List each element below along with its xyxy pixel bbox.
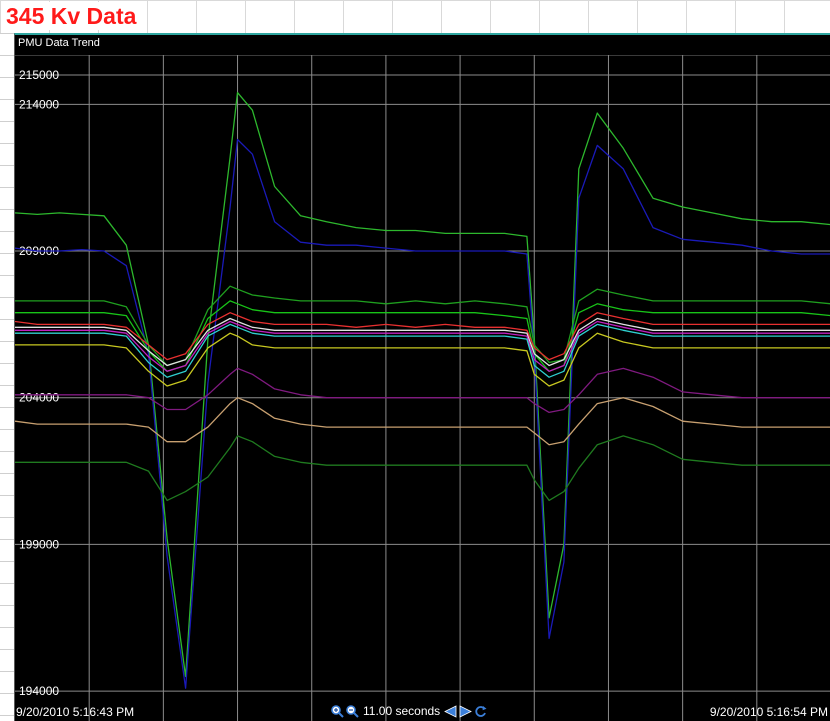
series-line-11 (15, 397, 830, 446)
series-line-1 (15, 91, 830, 678)
y-tick-label: 194000 (19, 684, 59, 698)
side-ruler (0, 33, 14, 721)
time-axis-footer: 9/20/2010 5:16:43 PM 11.00 seconds 9/20/… (14, 704, 830, 721)
y-tick-label: 199000 (19, 537, 59, 551)
series-line-10 (15, 367, 830, 414)
series-line-8 (15, 323, 830, 378)
zoom-in-icon[interactable] (331, 704, 344, 718)
panel-title: PMU Data Trend (18, 37, 100, 49)
start-time-label: 9/20/2010 5:16:43 PM (16, 705, 135, 719)
series-line-5 (15, 312, 830, 361)
series-line-2 (15, 138, 830, 689)
series-line-6 (15, 317, 830, 367)
series-line-9 (15, 332, 830, 387)
series-line-4 (15, 300, 830, 372)
y-tick-label: 214000 (19, 97, 59, 111)
page-title: 345 Kv Data (6, 2, 141, 30)
series-line-7 (15, 320, 830, 372)
panel-title-divider (15, 55, 830, 56)
series-line-12 (15, 435, 830, 502)
refresh-icon[interactable] (474, 705, 487, 718)
trend-panel: PMU Data Trend 215000 214000 209000 204000 1… (14, 33, 830, 721)
series-line-3 (15, 285, 830, 367)
zoom-out-icon[interactable] (346, 704, 359, 718)
time-controls: 11.00 seconds (331, 704, 487, 718)
arrow-left-icon[interactable] (444, 704, 457, 718)
end-time-label: 9/20/2010 5:16:54 PM (709, 705, 828, 719)
duration-label: 11.00 seconds (363, 704, 441, 718)
y-tick-label: 204000 (19, 391, 59, 405)
y-tick-label: 215000 (19, 68, 59, 82)
heading-strip: 345 Kv Data (0, 0, 830, 33)
arrow-right-icon[interactable] (459, 704, 473, 718)
